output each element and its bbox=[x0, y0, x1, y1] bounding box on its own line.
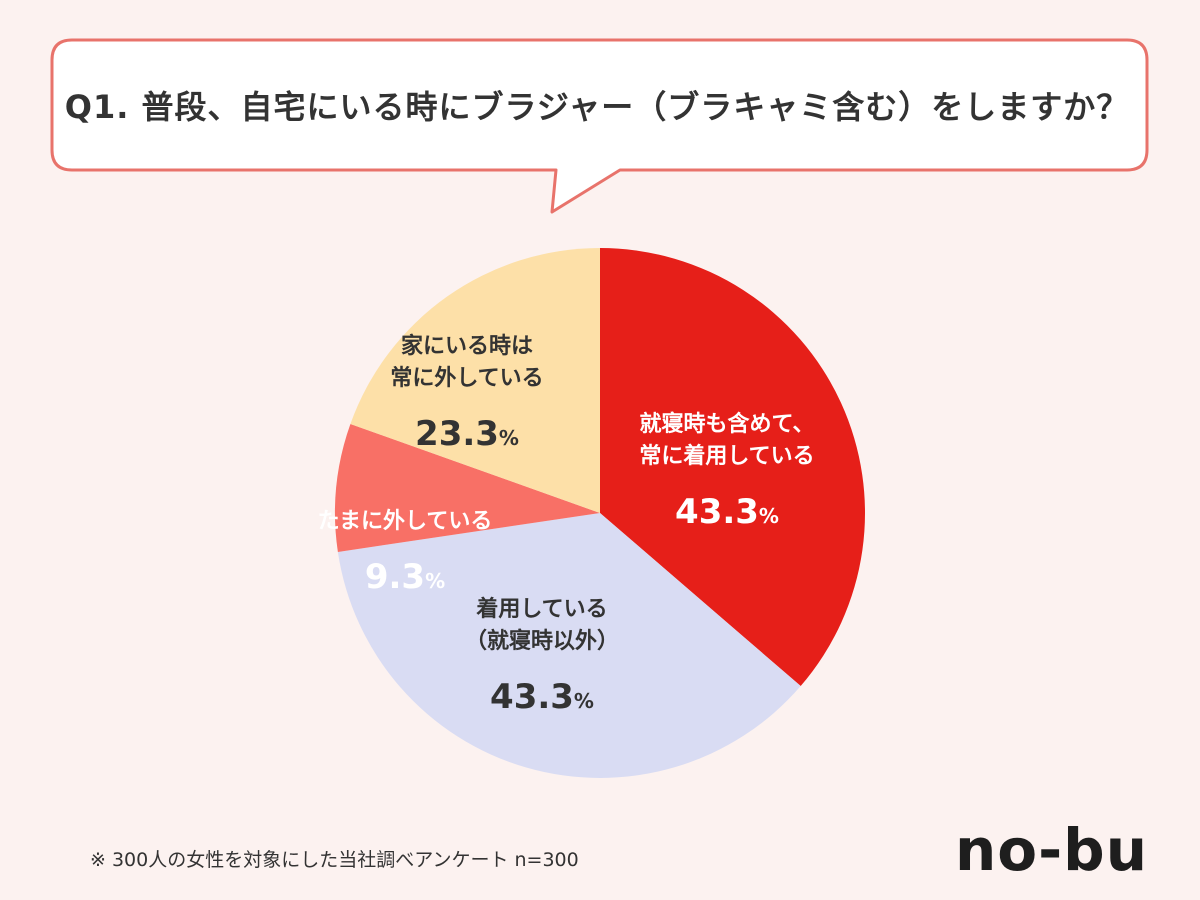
slice-value-unit: % bbox=[759, 504, 779, 528]
slice-label-line: 常に外している bbox=[390, 365, 543, 391]
brand-logo: no-bu bbox=[954, 816, 1148, 884]
slice-value-unit: % bbox=[574, 689, 594, 713]
slice-label-line: （就寝時以外） bbox=[465, 628, 619, 654]
pie-slice-3 bbox=[334, 423, 600, 552]
speech-bubble-outline bbox=[50, 38, 1149, 214]
pie-slice-4 bbox=[350, 247, 600, 513]
slice-value-unit: % bbox=[425, 569, 445, 593]
slice-label-line: たまに外している bbox=[318, 508, 493, 534]
chart-title: Q1. 普段、自宅にいる時にブラジャー（ブラキャミ含む）をしますか？ bbox=[64, 88, 1130, 126]
slice-value-unit: % bbox=[499, 426, 519, 450]
pie-slice-label-2: 着用している （就寝時以外） 43.3% bbox=[465, 596, 619, 717]
slice-label-line: 着用している bbox=[475, 596, 607, 622]
slice-value: 43.3 bbox=[675, 492, 759, 532]
pie-slice-label-3: たまに外している 9.3% bbox=[318, 508, 493, 597]
pie-slice-label-1: 就寝時も含めて、常に着用している 43.3% bbox=[639, 411, 814, 532]
slice-value: 43.3 bbox=[490, 677, 574, 717]
pie-slice-label-4: 家にいる時は常に外している 23.3% bbox=[390, 333, 543, 454]
pie-slice-2 bbox=[337, 513, 801, 778]
slice-value: 23.3 bbox=[415, 414, 499, 454]
pie-labels: 就寝時も含めて、常に着用している 43.3%着用している（就寝時以外） 43.3%た… bbox=[318, 333, 815, 717]
slice-label-line: 就寝時も含めて、 bbox=[640, 411, 815, 437]
survey-footnote: ※ 300人の女性を対象にした当社調べアンケート n=300 bbox=[90, 849, 579, 871]
pie-slice-1 bbox=[600, 248, 866, 687]
slice-value: 9.3 bbox=[365, 557, 425, 597]
pie-slices bbox=[334, 247, 866, 778]
slice-label-line: 家にいる時は bbox=[401, 333, 533, 359]
slice-label-line: 常に着用している bbox=[639, 443, 814, 469]
